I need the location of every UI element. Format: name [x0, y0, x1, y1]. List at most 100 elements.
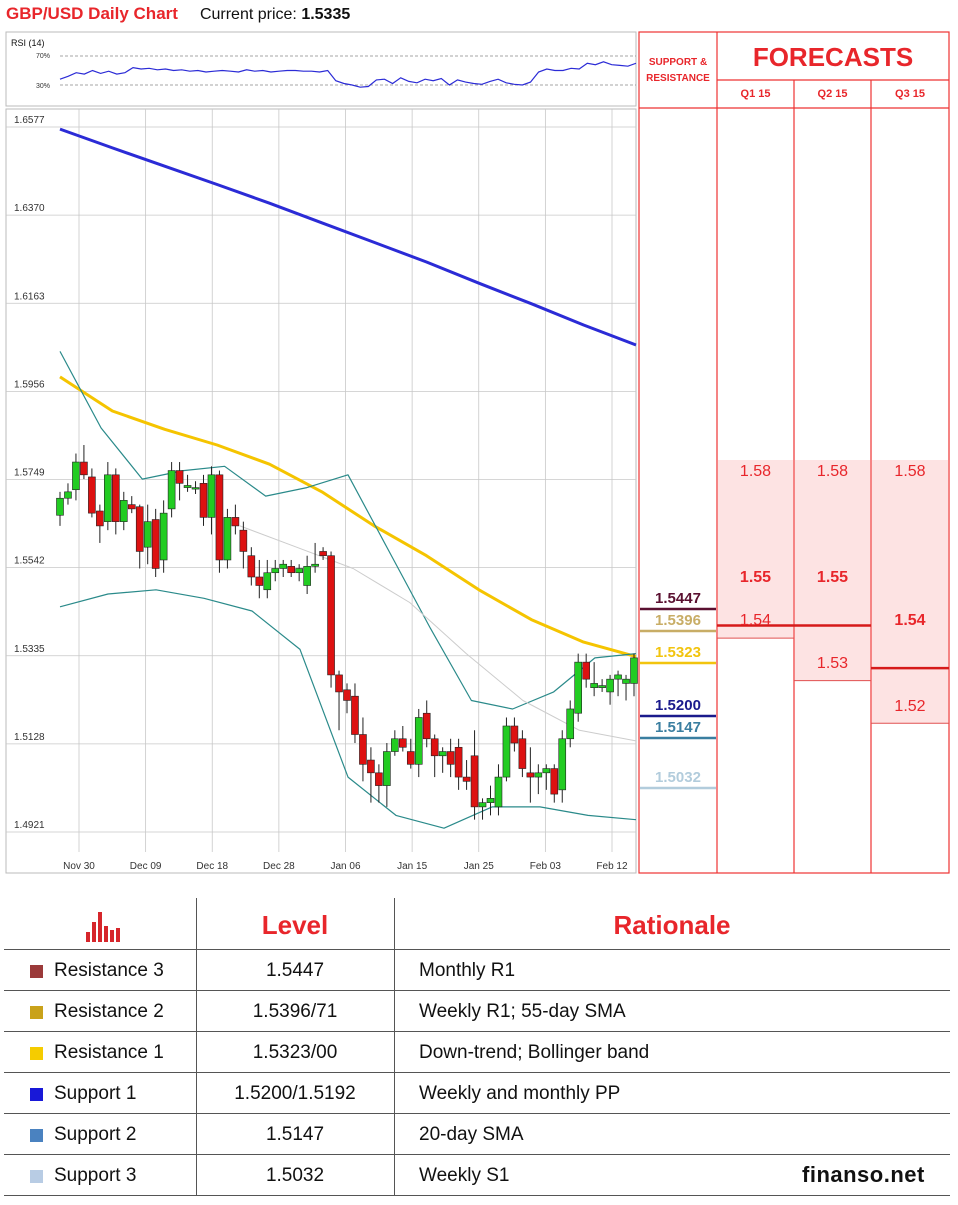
indicator-lines: [59, 127, 637, 829]
table-row-support-1: Support 1 1.5200/1.5192 Weekly and month…: [4, 1073, 950, 1114]
row-name: Support 2: [54, 1124, 137, 1145]
candle: [239, 521, 248, 569]
q2-main-value: 1.55: [816, 569, 849, 586]
row-level: 1.5147: [265, 1124, 325, 1145]
candle-body-up: [104, 474, 112, 522]
candle: [462, 760, 471, 790]
candle: [104, 462, 112, 531]
sr-header-line1: SUPPORT &: [648, 57, 708, 68]
y-tick-label: 1.6370: [14, 203, 45, 214]
table-row-resistance-3: Resistance 3 1.5447 Monthly R1: [4, 950, 950, 991]
candle-body-down: [112, 474, 120, 522]
swatch-support-1: [30, 1088, 43, 1101]
candle: [271, 559, 280, 582]
q1-high-value: 1.58: [739, 463, 772, 480]
candle-body-down: [327, 555, 335, 676]
price-chart: RSI (14) 70% 30% 1.6577 1.6370 1.6163 1.595…: [5, 31, 950, 874]
candle: [478, 798, 487, 820]
current-price: Current price: 1.5335: [200, 6, 350, 24]
line-sma55: [59, 375, 637, 659]
candle: [207, 466, 216, 535]
candle-body-down: [510, 725, 519, 744]
current-price-value: 1.5335: [301, 6, 351, 23]
candle-body-up: [478, 802, 487, 808]
level-label: 1.5032: [655, 769, 701, 786]
candle-body-up: [502, 725, 511, 778]
table-row-resistance-1: Resistance 1 1.5323/00 Down-trend; Bolli…: [4, 1032, 950, 1073]
row-rationale: Monthly R1: [419, 960, 516, 981]
candle-body-down: [470, 755, 479, 808]
q3-low-value: 1.52: [894, 698, 926, 715]
candle: [414, 708, 423, 778]
candle: [574, 653, 582, 722]
candle-body-up: [558, 738, 567, 791]
candle: [263, 559, 272, 599]
candle-body-up: [56, 497, 64, 516]
candle-body-down: [343, 689, 351, 701]
swatch-support-2: [30, 1129, 43, 1142]
swatch-resistance-2: [30, 1006, 43, 1019]
candle-body-down: [454, 746, 463, 778]
candle-body-up: [263, 572, 272, 591]
candle-body-down: [215, 474, 224, 561]
x-tick-label: Dec 28: [263, 861, 295, 872]
row-rationale: Weekly and monthly PP: [419, 1083, 621, 1104]
candle-body-down: [582, 661, 590, 680]
candle: [247, 547, 256, 586]
candle: [422, 700, 431, 748]
x-tick-label: Feb 12: [596, 861, 628, 872]
candle-body-down: [430, 738, 439, 757]
level-markers: [640, 607, 716, 790]
candle: [558, 730, 567, 803]
candle: [550, 764, 559, 803]
candle-body-up: [72, 461, 80, 491]
rsi-level-70: 70%: [36, 53, 50, 60]
candle-body-down: [422, 712, 431, 740]
q2-low-value: 1.53: [816, 655, 849, 672]
chart-title: GBP/USD Daily Chart: [6, 4, 178, 23]
candle-body-up: [271, 568, 280, 574]
candle: [542, 764, 551, 790]
y-tick-label: 1.5749: [14, 468, 45, 479]
candle: [630, 653, 638, 697]
candle: [582, 653, 590, 688]
candle: [406, 738, 415, 769]
candle: [231, 504, 240, 535]
candle-body-up: [303, 566, 311, 586]
candle-body-down: [88, 476, 96, 514]
table-row-support-3: Support 3 1.5032 Weekly S1: [4, 1155, 950, 1196]
q1-low-value: 1.54: [739, 612, 772, 629]
header-rationale: Rationale: [613, 910, 731, 940]
candle: [151, 508, 160, 577]
candle-body-up: [614, 674, 622, 680]
candle-body-down: [351, 695, 359, 735]
table-row-resistance-2: Resistance 2 1.5396/71 Weekly R1; 55-day…: [4, 991, 950, 1032]
forecast-range: [718, 460, 793, 639]
rsi-label: RSI (14): [11, 38, 45, 48]
row-rationale: 20-day SMA: [419, 1124, 524, 1145]
forecast-range: [872, 460, 948, 724]
candle: [143, 504, 152, 565]
y-axis: 1.6577 1.6370 1.6163 1.5956 1.5749 1.5542 1.53…: [14, 115, 45, 831]
q1-main-value: 1.55: [739, 569, 772, 586]
candle-body-up: [279, 563, 288, 569]
candle: [119, 491, 128, 531]
candle: [56, 491, 64, 526]
candle-body-down: [399, 738, 407, 748]
candle-body-up: [143, 521, 152, 548]
candle-body-down: [319, 551, 327, 557]
table-divider-1: [196, 898, 197, 1195]
row-level: 1.5200/1.5192: [234, 1083, 356, 1104]
level-label: 1.5447: [655, 590, 701, 607]
candle: [175, 462, 184, 501]
candle: [590, 662, 598, 697]
y-tick-label: 1.4921: [14, 820, 45, 831]
row-rationale: Weekly S1: [419, 1165, 510, 1186]
candles: [56, 445, 638, 820]
table-row-support-2: Support 2 1.5147 20-day SMA: [4, 1114, 950, 1155]
row-rationale: Weekly R1; 55-day SMA: [419, 1001, 626, 1022]
candle: [494, 764, 503, 816]
candle-body-up: [574, 661, 582, 714]
candle: [319, 547, 327, 560]
candle-body-down: [367, 759, 375, 774]
